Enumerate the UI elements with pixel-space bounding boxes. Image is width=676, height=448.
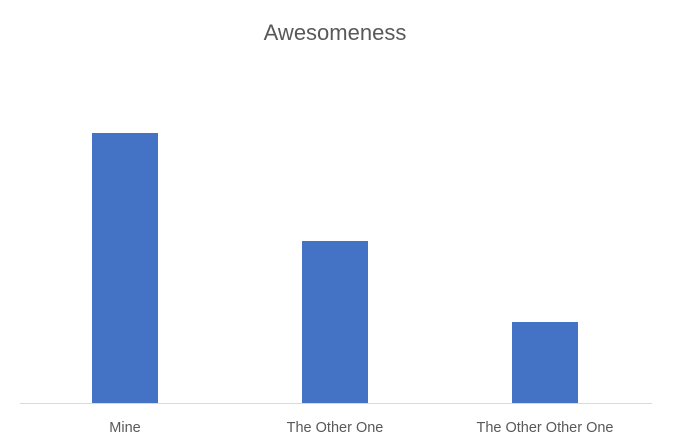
x-tick-label: The Other Other One [476,420,613,436]
chart-title: Awesomeness [264,20,407,45]
bar [92,133,158,403]
bar [302,241,368,403]
bar [512,322,578,403]
x-tick-label: The Other One [287,420,384,436]
x-tick-label: Mine [109,420,140,436]
